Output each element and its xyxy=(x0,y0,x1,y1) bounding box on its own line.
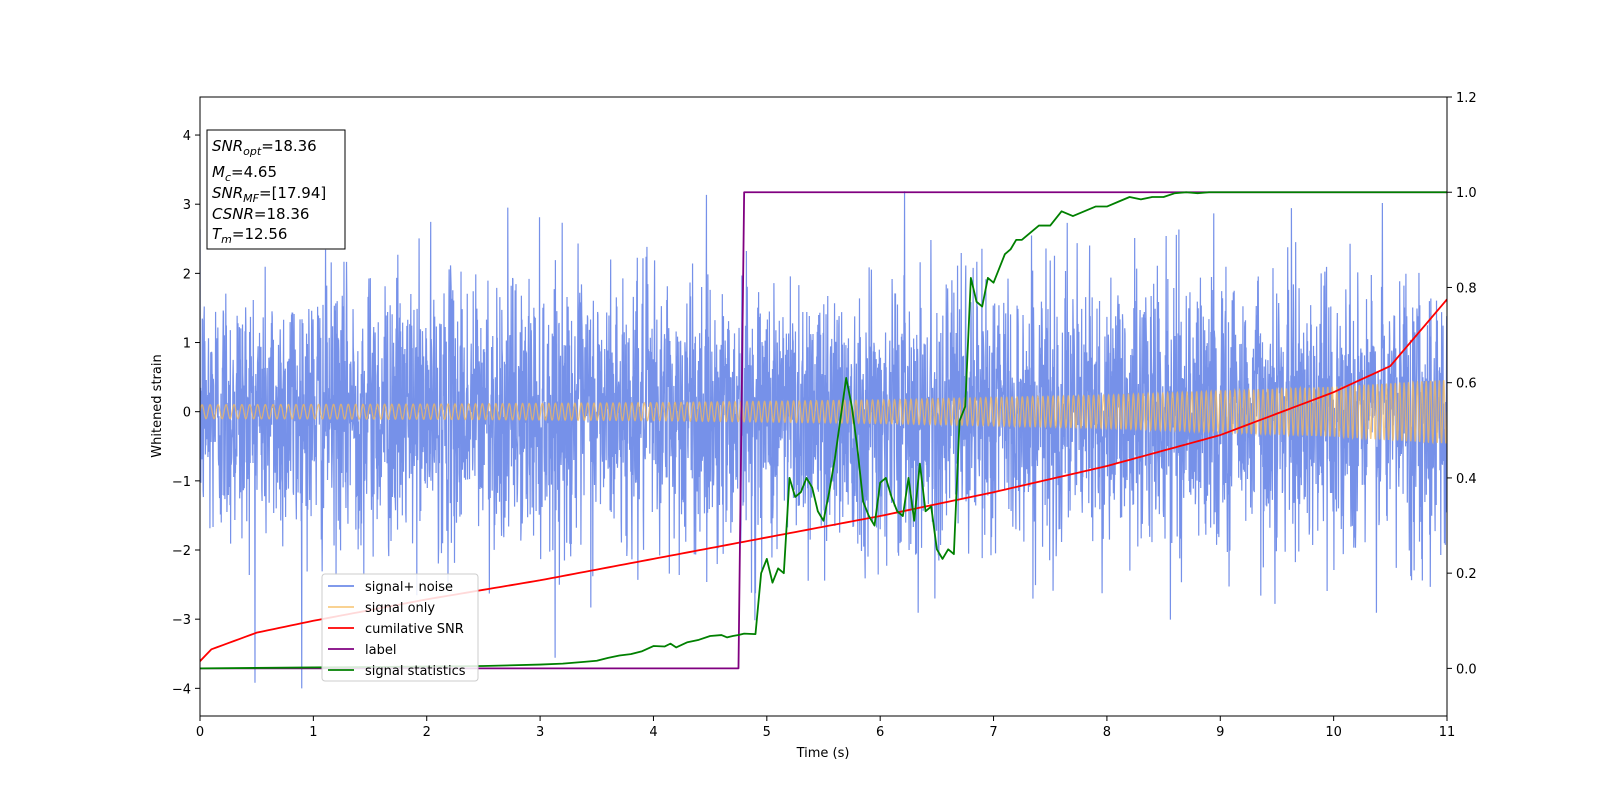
legend-entry: signal only xyxy=(365,601,435,616)
x-tick-label: 4 xyxy=(649,725,657,740)
y-left-tick-label: −1 xyxy=(172,475,191,490)
x-tick-label: 6 xyxy=(876,725,884,740)
y-right-tick-label: 0.6 xyxy=(1456,377,1477,392)
stats-line: SNRopt=18.36 xyxy=(212,137,317,158)
x-tick-label: 10 xyxy=(1325,725,1342,740)
y-right-tick-label: 1.2 xyxy=(1456,91,1477,106)
stats-line: SNRMF=[17.94] xyxy=(212,184,326,205)
y-right-tick-label: 1.0 xyxy=(1456,186,1477,201)
legend-frame xyxy=(321,573,479,682)
y-left-tick-label: 2 xyxy=(183,267,191,282)
y-right-tick-label: 0.8 xyxy=(1456,281,1477,296)
axes: 0 1 2 3 4 5 6 7 8 9 10 11 −4 −3 −2 −1 0 1 2 3 4 0.0 0.2 0.4 0.6 0… xyxy=(172,91,1477,740)
x-tick-label: 1 xyxy=(309,725,317,740)
y-left-tick-label: 4 xyxy=(183,129,191,144)
x-tick-label: 2 xyxy=(423,725,431,740)
y-left-tick-label: −2 xyxy=(172,544,191,559)
x-tick-label: 8 xyxy=(1103,725,1111,740)
x-axis-label: Time (s) xyxy=(796,746,850,761)
x-tick-label: 5 xyxy=(763,725,771,740)
y-right-tick-label: 0.2 xyxy=(1456,567,1477,582)
x-tick-label: 7 xyxy=(989,725,997,740)
y-left-tick-label: −4 xyxy=(172,682,191,697)
stats-box-frame xyxy=(206,129,346,250)
stats-box: SNRopt=18.36 Mc=4.65SNRMF=[17.94]CSNR=18.… xyxy=(206,129,346,250)
x-tick-label: 9 xyxy=(1216,725,1224,740)
legend-entry: signal statistics xyxy=(365,664,466,679)
y-left-tick-label: −3 xyxy=(172,613,191,628)
x-tick-label: 11 xyxy=(1439,725,1456,740)
series-signal-only-line xyxy=(200,379,1447,445)
stats-line: Mc=4.65 xyxy=(212,163,277,184)
legend-entry: cumilative SNR xyxy=(365,622,464,637)
y-axis-label: Whitened strain xyxy=(150,354,165,457)
y-right-tick-label: 0.4 xyxy=(1456,472,1477,487)
legend: signal+ noise signal only cumilative SNR la… xyxy=(321,573,479,682)
x-tick-label: 0 xyxy=(196,725,204,740)
stats-line: Tm=12.56 xyxy=(212,225,287,246)
y-right-tick-label: 0.0 xyxy=(1456,662,1477,677)
legend-entry: label xyxy=(365,643,396,658)
legend-entry: signal+ noise xyxy=(365,580,453,595)
y-left-tick-label: 0 xyxy=(183,406,191,421)
y-left-tick-label: 1 xyxy=(183,337,191,352)
y-left-tick-label: 3 xyxy=(183,198,191,213)
series-signal-statistics-line xyxy=(200,191,1447,670)
stats-line: CSNR=18.36 xyxy=(212,205,309,223)
plot-frame xyxy=(199,96,1448,717)
x-tick-label: 3 xyxy=(536,725,544,740)
